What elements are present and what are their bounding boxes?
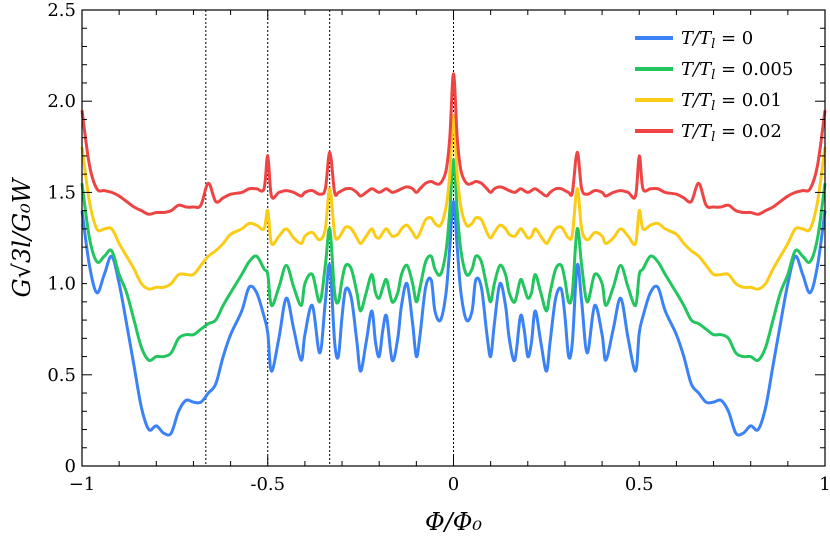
y-tick-label: 2.5 xyxy=(47,0,76,21)
tick-labels: −1 -0.5 0 0.5 1 0 0.5 1.0 1.5 2.0 2.5 xyxy=(47,0,830,495)
x-tick-label: 0.5 xyxy=(625,474,654,495)
y-tick-label: 1.5 xyxy=(47,182,76,203)
y-tick-label: 1.0 xyxy=(47,274,76,295)
legend: T/Tl = 0 T/Tl = 0.005 T/Tl = 0.01 T/Tl = 0.… xyxy=(635,28,793,145)
y-tick-label: 0 xyxy=(65,456,76,477)
series-line-0 xyxy=(80,200,827,437)
x-tick-label: -0.5 xyxy=(250,474,285,495)
x-tick-label: 0 xyxy=(448,474,459,495)
legend-label-1: T/Tl = 0.005 xyxy=(681,59,793,83)
series-line-3 xyxy=(80,72,827,216)
series-line-2 xyxy=(80,114,827,291)
legend-label-2: T/Tl = 0.01 xyxy=(681,90,782,114)
x-tick-label: 1 xyxy=(819,474,830,495)
y-tick-label: 0.5 xyxy=(47,365,76,386)
axis-ticks xyxy=(81,9,826,467)
legend-label-3: T/Tl = 0.02 xyxy=(681,121,782,145)
series-line-1 xyxy=(80,158,827,362)
x-tick-label: −1 xyxy=(69,474,96,495)
series-layer xyxy=(80,72,827,437)
y-axis-label: G√3l/G₀W xyxy=(8,176,36,297)
legend-label-0: T/Tl = 0 xyxy=(681,28,753,52)
y-tick-label: 2.0 xyxy=(47,91,76,112)
x-axis-label: Φ/Φ₀ xyxy=(425,508,482,536)
